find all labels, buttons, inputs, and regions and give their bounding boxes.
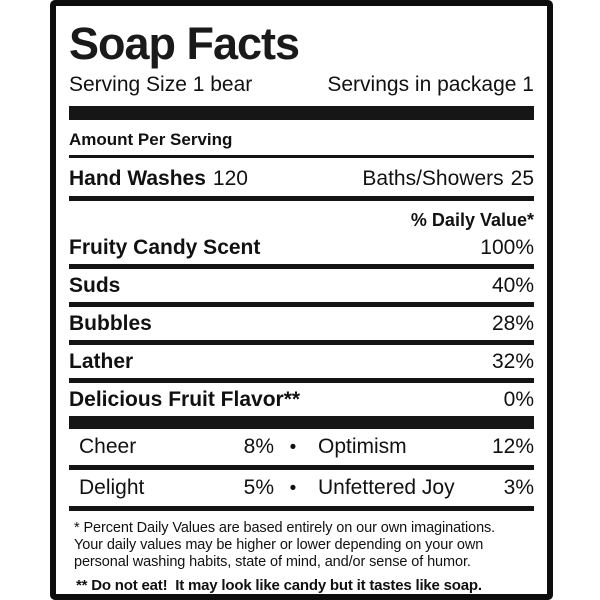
footnote-line: Your daily values may be higher or lower…: [74, 537, 484, 553]
serving-info-row: Serving Size 1 bear Servings in package …: [69, 73, 534, 97]
nutrient-name: Fruity Candy Scent: [69, 236, 261, 259]
daily-value-header: % Daily Value*: [410, 210, 534, 230]
soap-facts-label: Soap Facts Serving Size 1 bear Servings …: [50, 0, 553, 600]
baths-showers-group: Baths/Showers 25: [362, 167, 534, 191]
rule-under-hand-washes: [69, 196, 534, 201]
nutrient-row-suds: Suds 40%: [69, 269, 534, 307]
nutrient-row-lather: Lather 32%: [69, 345, 534, 383]
nutrient-name: Lather: [69, 350, 134, 373]
nutrient-value: 32%: [491, 350, 534, 373]
bullet-separator: •: [289, 437, 297, 458]
footnote-do-not-eat: ** Do not eat! It may look like candy bu…: [76, 577, 482, 594]
sub-row-delight-unfettered-joy: Delight 5% • Unfettered Joy 3%: [69, 470, 534, 511]
footnote-line: * Percent Daily Values are based entirel…: [74, 520, 496, 536]
servings-in-package-text: Servings in package 1: [327, 73, 534, 96]
baths-showers-label: Baths/Showers: [362, 167, 504, 190]
nutrient-name: Bubbles: [69, 312, 152, 335]
nutrient-value: 40%: [491, 274, 534, 297]
nutrient-row-bubbles: Bubbles 28%: [69, 307, 534, 345]
sub-nutrient-value: 12%: [491, 435, 534, 458]
nutrient-name: Delicious Fruit Flavor**: [69, 388, 301, 411]
separator-bar-top: [69, 106, 534, 120]
nutrient-row-fruity-candy-scent: Fruity Candy Scent 100%: [69, 231, 534, 269]
sub-nutrient-name: Cheer: [79, 435, 137, 458]
sub-nutrient-value: 3%: [503, 476, 534, 499]
nutrient-value: 0%: [503, 388, 534, 411]
sub-nutrient-name: Optimism: [318, 435, 407, 458]
footnotes: * Percent Daily Values are based entirel…: [69, 520, 534, 594]
sub-nutrient-name: Delight: [79, 476, 145, 499]
hand-washes-value: 120: [212, 167, 248, 190]
amount-per-serving-heading: Amount Per Serving: [69, 130, 233, 149]
sub-nutrient-name: Unfettered Joy: [318, 476, 455, 499]
sub-nutrient-value: 8%: [243, 435, 274, 458]
sub-nutrient-value: 5%: [243, 476, 274, 499]
baths-showers-value: 25: [510, 167, 534, 190]
separator-bar-bottom: [69, 416, 534, 429]
label-title: Soap Facts: [69, 18, 300, 69]
hand-washes-group: Hand Washes 120: [69, 167, 248, 191]
bullet-separator: •: [289, 478, 297, 499]
nutrient-value: 100%: [480, 236, 534, 259]
nutrient-value: 28%: [491, 312, 534, 335]
rule-under-amount: [69, 155, 534, 158]
nutrient-row-delicious-fruit-flavor: Delicious Fruit Flavor** 0%: [69, 383, 534, 416]
hand-washes-row: Hand Washes 120 Baths/Showers 25: [69, 167, 534, 191]
serving-size-text: Serving Size 1 bear: [69, 73, 253, 96]
footnote-line: personal washing habits, state of mind, …: [74, 554, 471, 570]
nutrient-name: Suds: [69, 274, 121, 297]
hand-washes-label: Hand Washes: [69, 167, 206, 190]
sub-row-cheer-optimism: Cheer 8% • Optimism 12%: [69, 429, 534, 470]
